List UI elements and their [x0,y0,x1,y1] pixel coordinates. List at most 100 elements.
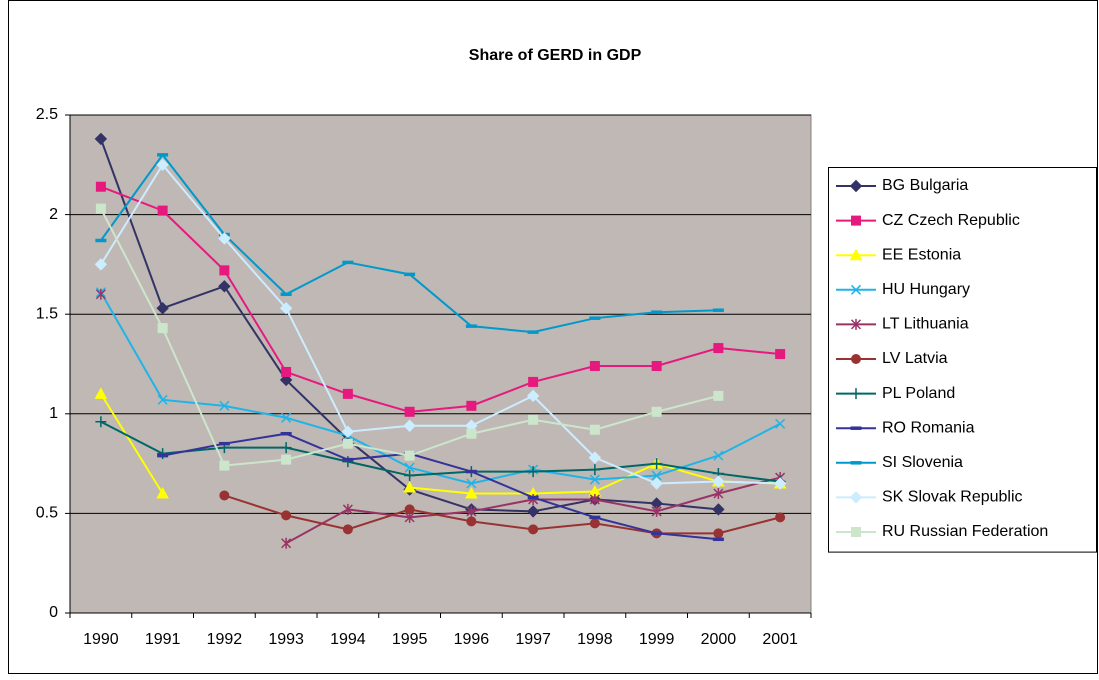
marker [219,400,230,411]
marker [775,418,786,429]
marker [156,302,169,315]
legend-label: SI Slovenia [882,454,963,471]
y-tick-label: 2.5 [36,106,58,123]
legend-label: RU Russian Federation [882,523,1048,540]
marker [712,503,725,516]
marker [713,343,724,354]
marker [95,181,106,192]
marker [281,537,292,549]
y-tick-label: 2 [49,206,58,223]
legend-label: LV Latvia [882,350,948,367]
legend-label: RO Romania [882,419,975,436]
legend-label: HU Hungary [882,281,970,298]
marker [95,288,106,300]
marker [157,323,168,334]
series-line [100,163,781,485]
marker [850,318,862,330]
marker [404,470,416,482]
y-tick-label: 0.5 [36,505,58,522]
series-line [224,494,781,535]
marker [849,179,863,193]
marker [651,470,662,481]
legend-label: PL Poland [882,385,955,402]
marker [404,450,415,461]
x-tick-label: 1998 [577,631,613,648]
series-line [100,291,781,485]
marker [403,419,416,432]
marker [527,466,539,478]
x-tick-label: 1991 [145,631,181,648]
marker [342,524,353,535]
marker [156,158,169,172]
marker [156,486,169,499]
marker [95,203,106,214]
marker [713,487,724,499]
marker [589,518,600,529]
marker [281,510,292,521]
marker [713,528,724,539]
marker [851,354,861,364]
marker [713,390,724,401]
marker [466,505,477,517]
marker [342,438,353,449]
marker [466,428,477,439]
marker [713,450,724,461]
marker [651,458,663,470]
y-tick-label: 0 [49,604,58,621]
marker [404,504,415,515]
marker [849,491,863,504]
marker [589,424,600,435]
marker [218,280,231,293]
marker [850,284,862,295]
marker [851,215,861,226]
marker [851,527,861,537]
marker [95,416,107,428]
marker [466,516,477,527]
legend-label: CZ Czech Republic [882,212,1020,229]
marker [589,360,600,371]
x-tick-label: 2000 [701,631,737,648]
marker [94,132,108,146]
marker [466,400,477,411]
legend-label: SK Slovak Republic [882,489,1023,506]
x-tick-label: 1994 [330,631,366,648]
marker [404,406,415,417]
x-tick-label: 1996 [454,631,490,648]
marker [849,248,863,261]
x-tick-label: 1999 [639,631,675,648]
y-tick-label: 1.5 [36,305,58,322]
marker [465,486,478,499]
marker [157,394,168,405]
marker [651,505,662,517]
marker [281,454,292,465]
x-tick-label: 1990 [83,631,119,648]
marker [526,389,540,403]
marker [589,493,600,505]
marker [589,464,601,476]
marker [94,258,108,271]
marker [94,387,108,399]
marker [341,425,355,438]
marker [342,503,353,515]
marker [219,490,230,501]
marker [281,412,292,423]
marker [342,388,353,399]
marker [651,406,662,417]
x-tick-label: 1997 [515,631,551,648]
marker [279,302,293,315]
x-tick-label: 1993 [268,631,304,648]
series-line [100,420,781,483]
series-line [162,432,719,541]
marker [218,232,231,245]
legend-label: BG Bulgaria [882,177,968,194]
plot-area [69,114,812,614]
y-tick-label: 1 [49,405,58,422]
marker [775,512,786,523]
x-tick-label: 1995 [392,631,428,648]
marker [157,205,168,216]
marker [651,360,662,371]
chart-title: Share of GERD in GDP [469,47,642,64]
marker [528,376,539,387]
